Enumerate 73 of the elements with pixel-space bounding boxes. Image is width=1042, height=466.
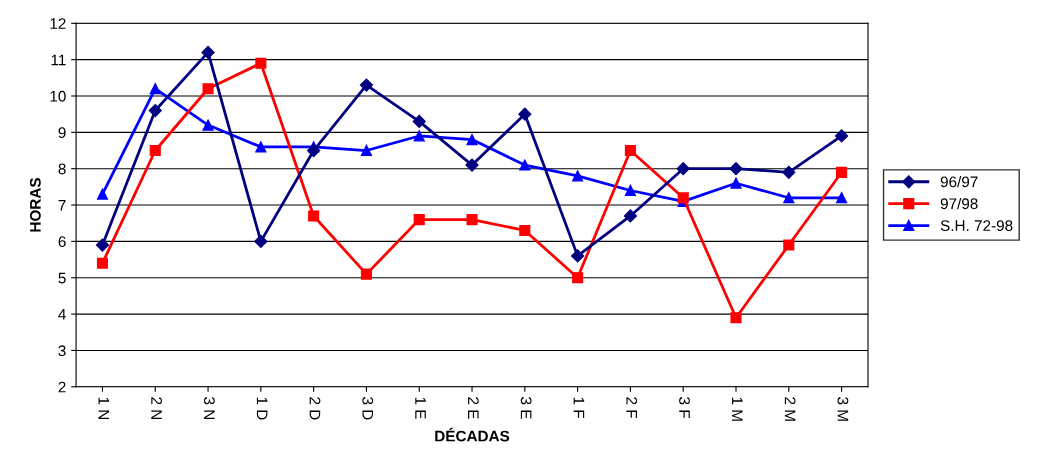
y-tick-label: 5 [58, 272, 66, 284]
point [518, 107, 532, 121]
point [202, 83, 214, 95]
x-tick-label: 2 F [626, 397, 638, 418]
x-tick-label: 2 N [151, 397, 162, 420]
point [412, 114, 426, 129]
point [308, 210, 320, 222]
x-tick-label: 3 D [362, 397, 374, 420]
point [96, 257, 109, 269]
point [730, 177, 742, 189]
point [360, 268, 372, 280]
point [572, 170, 584, 182]
y-tick-label: 9 [58, 127, 66, 139]
point [835, 129, 849, 143]
point [148, 103, 162, 118]
point [255, 141, 267, 153]
point [413, 130, 425, 142]
x-tick-label: 3 M [837, 397, 849, 421]
point [623, 209, 637, 223]
point [202, 119, 214, 131]
point [360, 144, 372, 157]
legend-label: 97/98 [940, 197, 978, 210]
point [96, 188, 109, 200]
x-tick-label: 2 M [784, 397, 796, 421]
x-tick-label: 2 E [468, 397, 479, 419]
point [95, 238, 110, 252]
point [359, 78, 374, 92]
point [836, 166, 848, 178]
point [729, 162, 743, 176]
point [466, 134, 478, 146]
point [571, 249, 585, 263]
point [466, 214, 478, 226]
point [730, 312, 742, 324]
point [149, 144, 161, 157]
point [201, 45, 215, 59]
x-tick-label: 1 N [98, 397, 110, 420]
point [254, 234, 268, 248]
x-tick-label: 3 E [520, 397, 532, 419]
x-tick-label: 1 M [732, 397, 743, 421]
x-tick-label: 3 N [203, 397, 215, 420]
point [413, 214, 425, 226]
point [519, 159, 531, 171]
x-tick-label: 3 F [679, 397, 690, 418]
legend-label: 96/97 [940, 176, 978, 188]
y-tick-label: 12 [50, 18, 66, 29]
point [465, 158, 479, 172]
y-tick-label: 6 [58, 236, 66, 248]
point [307, 143, 321, 158]
y-tick-label: 8 [58, 163, 66, 175]
x-tick-label: 2 D [309, 397, 321, 420]
x-tick-label: 1 D [256, 397, 268, 420]
point [149, 83, 161, 95]
point [519, 224, 531, 237]
point [255, 57, 267, 69]
point [624, 144, 636, 157]
y-axis-title: HORAS [29, 178, 41, 232]
y-tick-label: 7 [58, 200, 66, 211]
x-axis-title: DÉCADAS [435, 427, 510, 442]
x-tick-label: 1 E [415, 397, 426, 419]
legend-label: S.H. 72-98 [940, 220, 1013, 232]
y-tick-label: 11 [51, 54, 66, 66]
x-tick-label: 1 F [573, 397, 585, 418]
point [782, 165, 796, 179]
point [783, 239, 795, 251]
point [572, 272, 584, 284]
y-tick-label: 3 [58, 345, 66, 357]
y-tick-label: 4 [58, 309, 66, 320]
y-tick-label: 10 [50, 90, 66, 102]
point [676, 162, 690, 176]
point [783, 192, 795, 204]
y-tick-label: 2 [58, 381, 66, 393]
point [836, 192, 848, 204]
point [624, 184, 636, 197]
